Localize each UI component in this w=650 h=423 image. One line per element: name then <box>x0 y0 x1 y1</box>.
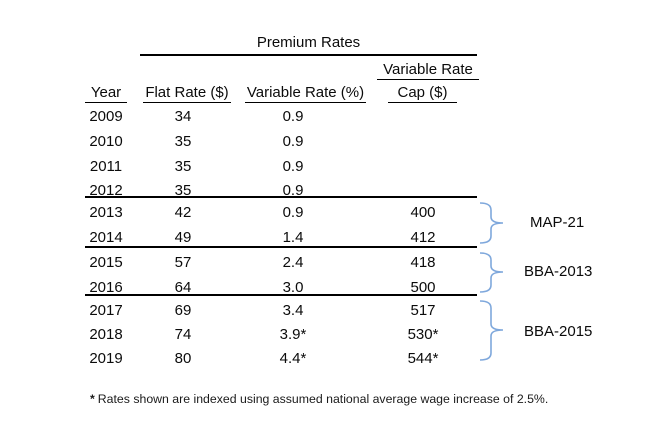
cell-variable-rate-cap: 412 <box>410 229 436 246</box>
table-title: Premium Rates <box>256 34 361 51</box>
cell-variable-rate: 2.4 <box>282 254 304 271</box>
title-underline <box>140 54 477 56</box>
cell-flat-rate: 35 <box>174 133 192 150</box>
cell-flat-rate: 34 <box>174 108 192 125</box>
cell-flat-rate: 80 <box>174 350 192 367</box>
cell-variable-rate: 3.9* <box>279 326 307 343</box>
table-row-2017: 2017 69 3.4 517 <box>0 302 650 319</box>
cell-variable-rate: 3.4 <box>282 302 304 319</box>
cell-flat-rate: 57 <box>174 254 192 271</box>
group-label-bba-2013: BBA-2013 <box>524 263 593 280</box>
table-row-2010: 2010 35 0.9 <box>0 133 650 150</box>
column-header-year: Year <box>85 84 127 103</box>
table-row-2011: 2011 35 0.9 <box>0 158 650 175</box>
cell-flat-rate: 49 <box>174 229 192 246</box>
cell-flat-rate: 35 <box>174 158 192 175</box>
cell-year: 2015 <box>89 254 123 271</box>
cell-year: 2018 <box>89 326 123 343</box>
group-separator-line <box>85 294 477 296</box>
cell-year: 2014 <box>89 229 123 246</box>
cell-year: 2009 <box>89 108 123 125</box>
group-label-map-21: MAP-21 <box>530 214 585 231</box>
cell-variable-rate: 1.4 <box>282 229 304 246</box>
column-header-variable-rate-cap-line2: Cap ($) <box>388 84 457 103</box>
table-row-2018: 2018 74 3.9* 530* <box>0 326 650 343</box>
footnote: * Rates shown are indexed using assumed n… <box>90 392 630 406</box>
cell-flat-rate: 64 <box>174 279 192 296</box>
cell-year: 2017 <box>89 302 123 319</box>
cell-flat-rate: 74 <box>174 326 192 343</box>
cell-variable-rate-cap: 544* <box>407 350 439 367</box>
cell-flat-rate: 69 <box>174 302 192 319</box>
cell-variable-rate-cap: 517 <box>410 302 436 319</box>
column-header-variable-rate-cap-line1: Variable Rate <box>377 61 479 80</box>
cell-variable-rate: 0.9 <box>282 108 304 125</box>
cell-variable-rate-cap: 418 <box>410 254 436 271</box>
cell-variable-rate-cap: 500 <box>410 279 436 296</box>
group-separator-line <box>85 196 477 198</box>
table-row-2009: 2009 34 0.9 <box>0 108 650 125</box>
cell-year: 2010 <box>89 133 123 150</box>
cell-variable-rate: 0.9 <box>282 204 304 221</box>
group-label-bba-2015: BBA-2015 <box>524 323 593 340</box>
cell-variable-rate-cap: 530* <box>407 326 439 343</box>
cell-variable-rate: 0.9 <box>282 133 304 150</box>
cell-variable-rate-cap: 400 <box>410 204 436 221</box>
column-header-flat-rate: Flat Rate ($) <box>143 84 231 103</box>
bba-2013-bracket-icon <box>479 252 504 293</box>
table-row-2015: 2015 57 2.4 418 <box>0 254 650 271</box>
footnote-text: Rates shown are indexed using assumed na… <box>97 392 549 406</box>
cell-year: 2012 <box>89 182 123 199</box>
cell-variable-rate: 4.4* <box>279 350 307 367</box>
cell-flat-rate: 35 <box>174 182 192 199</box>
cell-variable-rate: 0.9 <box>282 182 304 199</box>
cell-year: 2016 <box>89 279 123 296</box>
table-row-2013: 2013 42 0.9 400 <box>0 204 650 221</box>
cell-flat-rate: 42 <box>174 204 192 221</box>
cell-variable-rate: 3.0 <box>282 279 304 296</box>
cell-year: 2013 <box>89 204 123 221</box>
footnote-asterisk: * <box>90 392 95 406</box>
cell-year: 2011 <box>89 158 123 175</box>
table-row-2016: 2016 64 3.0 500 <box>0 279 650 296</box>
bba-2015-bracket-icon <box>479 300 504 361</box>
table-row-2012: 2012 35 0.9 <box>0 182 650 199</box>
map-21-bracket-icon <box>479 202 504 244</box>
table-row-2014: 2014 49 1.4 412 <box>0 229 650 246</box>
table-row-2019: 2019 80 4.4* 544* <box>0 350 650 367</box>
group-separator-line <box>85 246 477 248</box>
cell-year: 2019 <box>89 350 123 367</box>
column-header-variable-rate: Variable Rate (%) <box>245 84 366 103</box>
cell-variable-rate: 0.9 <box>282 158 304 175</box>
